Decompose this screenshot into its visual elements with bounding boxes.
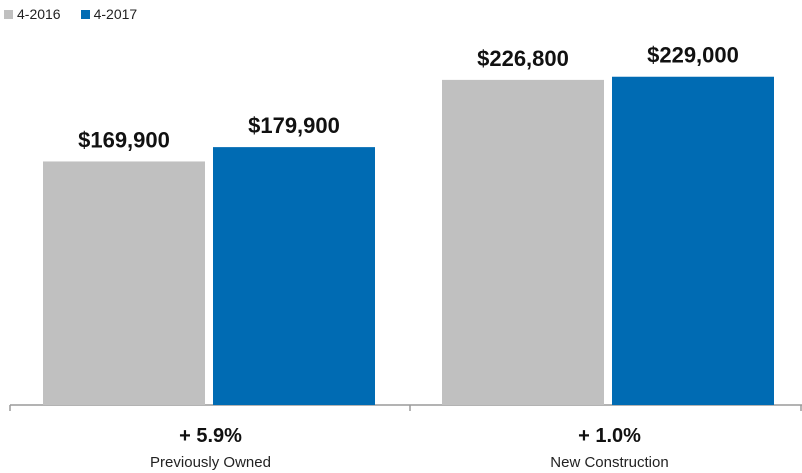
value-label-0-1: $179,900 (248, 113, 340, 138)
value-label-0-0: $169,900 (78, 127, 170, 152)
bar-0-0 (43, 161, 205, 405)
bar-1-1 (612, 76, 774, 405)
legend-label-2017: 4-2017 (93, 6, 138, 22)
legend-item-2016: 4-2016 (4, 6, 61, 22)
change-label-0: + 5.9% (179, 425, 242, 447)
legend-swatch-2016 (4, 9, 13, 19)
category-label-0: Previously Owned (150, 454, 271, 471)
legend-swatch-2017 (80, 9, 90, 19)
bar-1-0 (442, 79, 604, 405)
legend: 4-2016 4-2017 (4, 6, 137, 22)
value-label-1-0: $226,800 (477, 46, 569, 71)
change-label-1: + 1.0% (578, 425, 641, 447)
category-label-1: New Construction (550, 454, 668, 471)
legend-label-2016: 4-2016 (17, 6, 61, 22)
legend-item-2017: 4-2017 (80, 6, 138, 22)
bar-0-1 (213, 147, 375, 405)
value-label-1-1: $229,000 (647, 43, 739, 68)
